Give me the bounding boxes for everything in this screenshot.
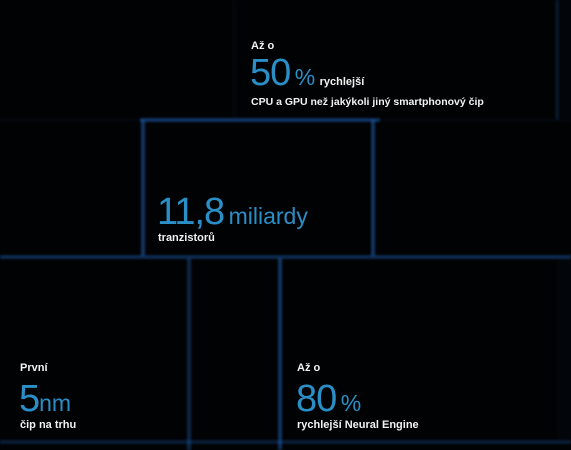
stat-fast-value: 50 % rychlejší <box>250 54 364 92</box>
stat-fast-suffix: rychlejší <box>319 76 365 88</box>
stat-transistors-desc: tranzistorů <box>158 232 215 244</box>
stat-neural-value: 80 % <box>296 380 361 418</box>
seam-glow <box>554 0 560 120</box>
tile-row4-left <box>0 444 187 450</box>
seam-glow <box>140 120 146 256</box>
seam-glow <box>0 254 571 260</box>
stat-fast-unit: % <box>294 64 316 90</box>
seam-glow <box>140 117 380 123</box>
stat-5nm-number: 5 <box>19 378 40 420</box>
seam-glow <box>370 120 376 256</box>
tile-top-right <box>237 0 555 118</box>
stat-neural-desc: rychlejší Neural Engine <box>297 419 419 431</box>
stat-transistors-unit: miliardy <box>228 203 308 229</box>
tile-mid-right <box>376 122 571 255</box>
stat-5nm-desc: čip na trhu <box>20 419 77 431</box>
tile-bottom-left <box>0 259 187 439</box>
seam-glow <box>277 258 283 450</box>
tile-bottom-right <box>283 259 557 439</box>
tile-row4-right <box>192 444 571 450</box>
stat-fast-desc: CPU a GPU než jakýkoli jiný smartphonový… <box>251 96 484 108</box>
seam-glow <box>186 258 192 450</box>
stat-neural-unit: % <box>340 390 362 416</box>
stat-neural-number: 80 <box>296 378 337 420</box>
stat-5nm-unit: nm <box>39 390 72 416</box>
stat-transistors-value: 11,8 miliardy <box>157 193 308 231</box>
stat-fast-number: 50 <box>250 52 291 94</box>
tile-mid-left <box>0 122 141 255</box>
stat-transistors-number: 11,8 <box>157 191 225 233</box>
stat-fast-pre: Až o <box>251 40 275 52</box>
seam-glow <box>0 439 571 445</box>
tile-bottom-mid <box>192 259 278 439</box>
stat-5nm-value: 5nm <box>19 380 71 418</box>
tile-top-left <box>0 0 232 118</box>
stat-5nm-pre: První <box>20 362 48 374</box>
stat-neural-pre: Až o <box>297 362 321 374</box>
tile-mid-center <box>146 122 371 255</box>
